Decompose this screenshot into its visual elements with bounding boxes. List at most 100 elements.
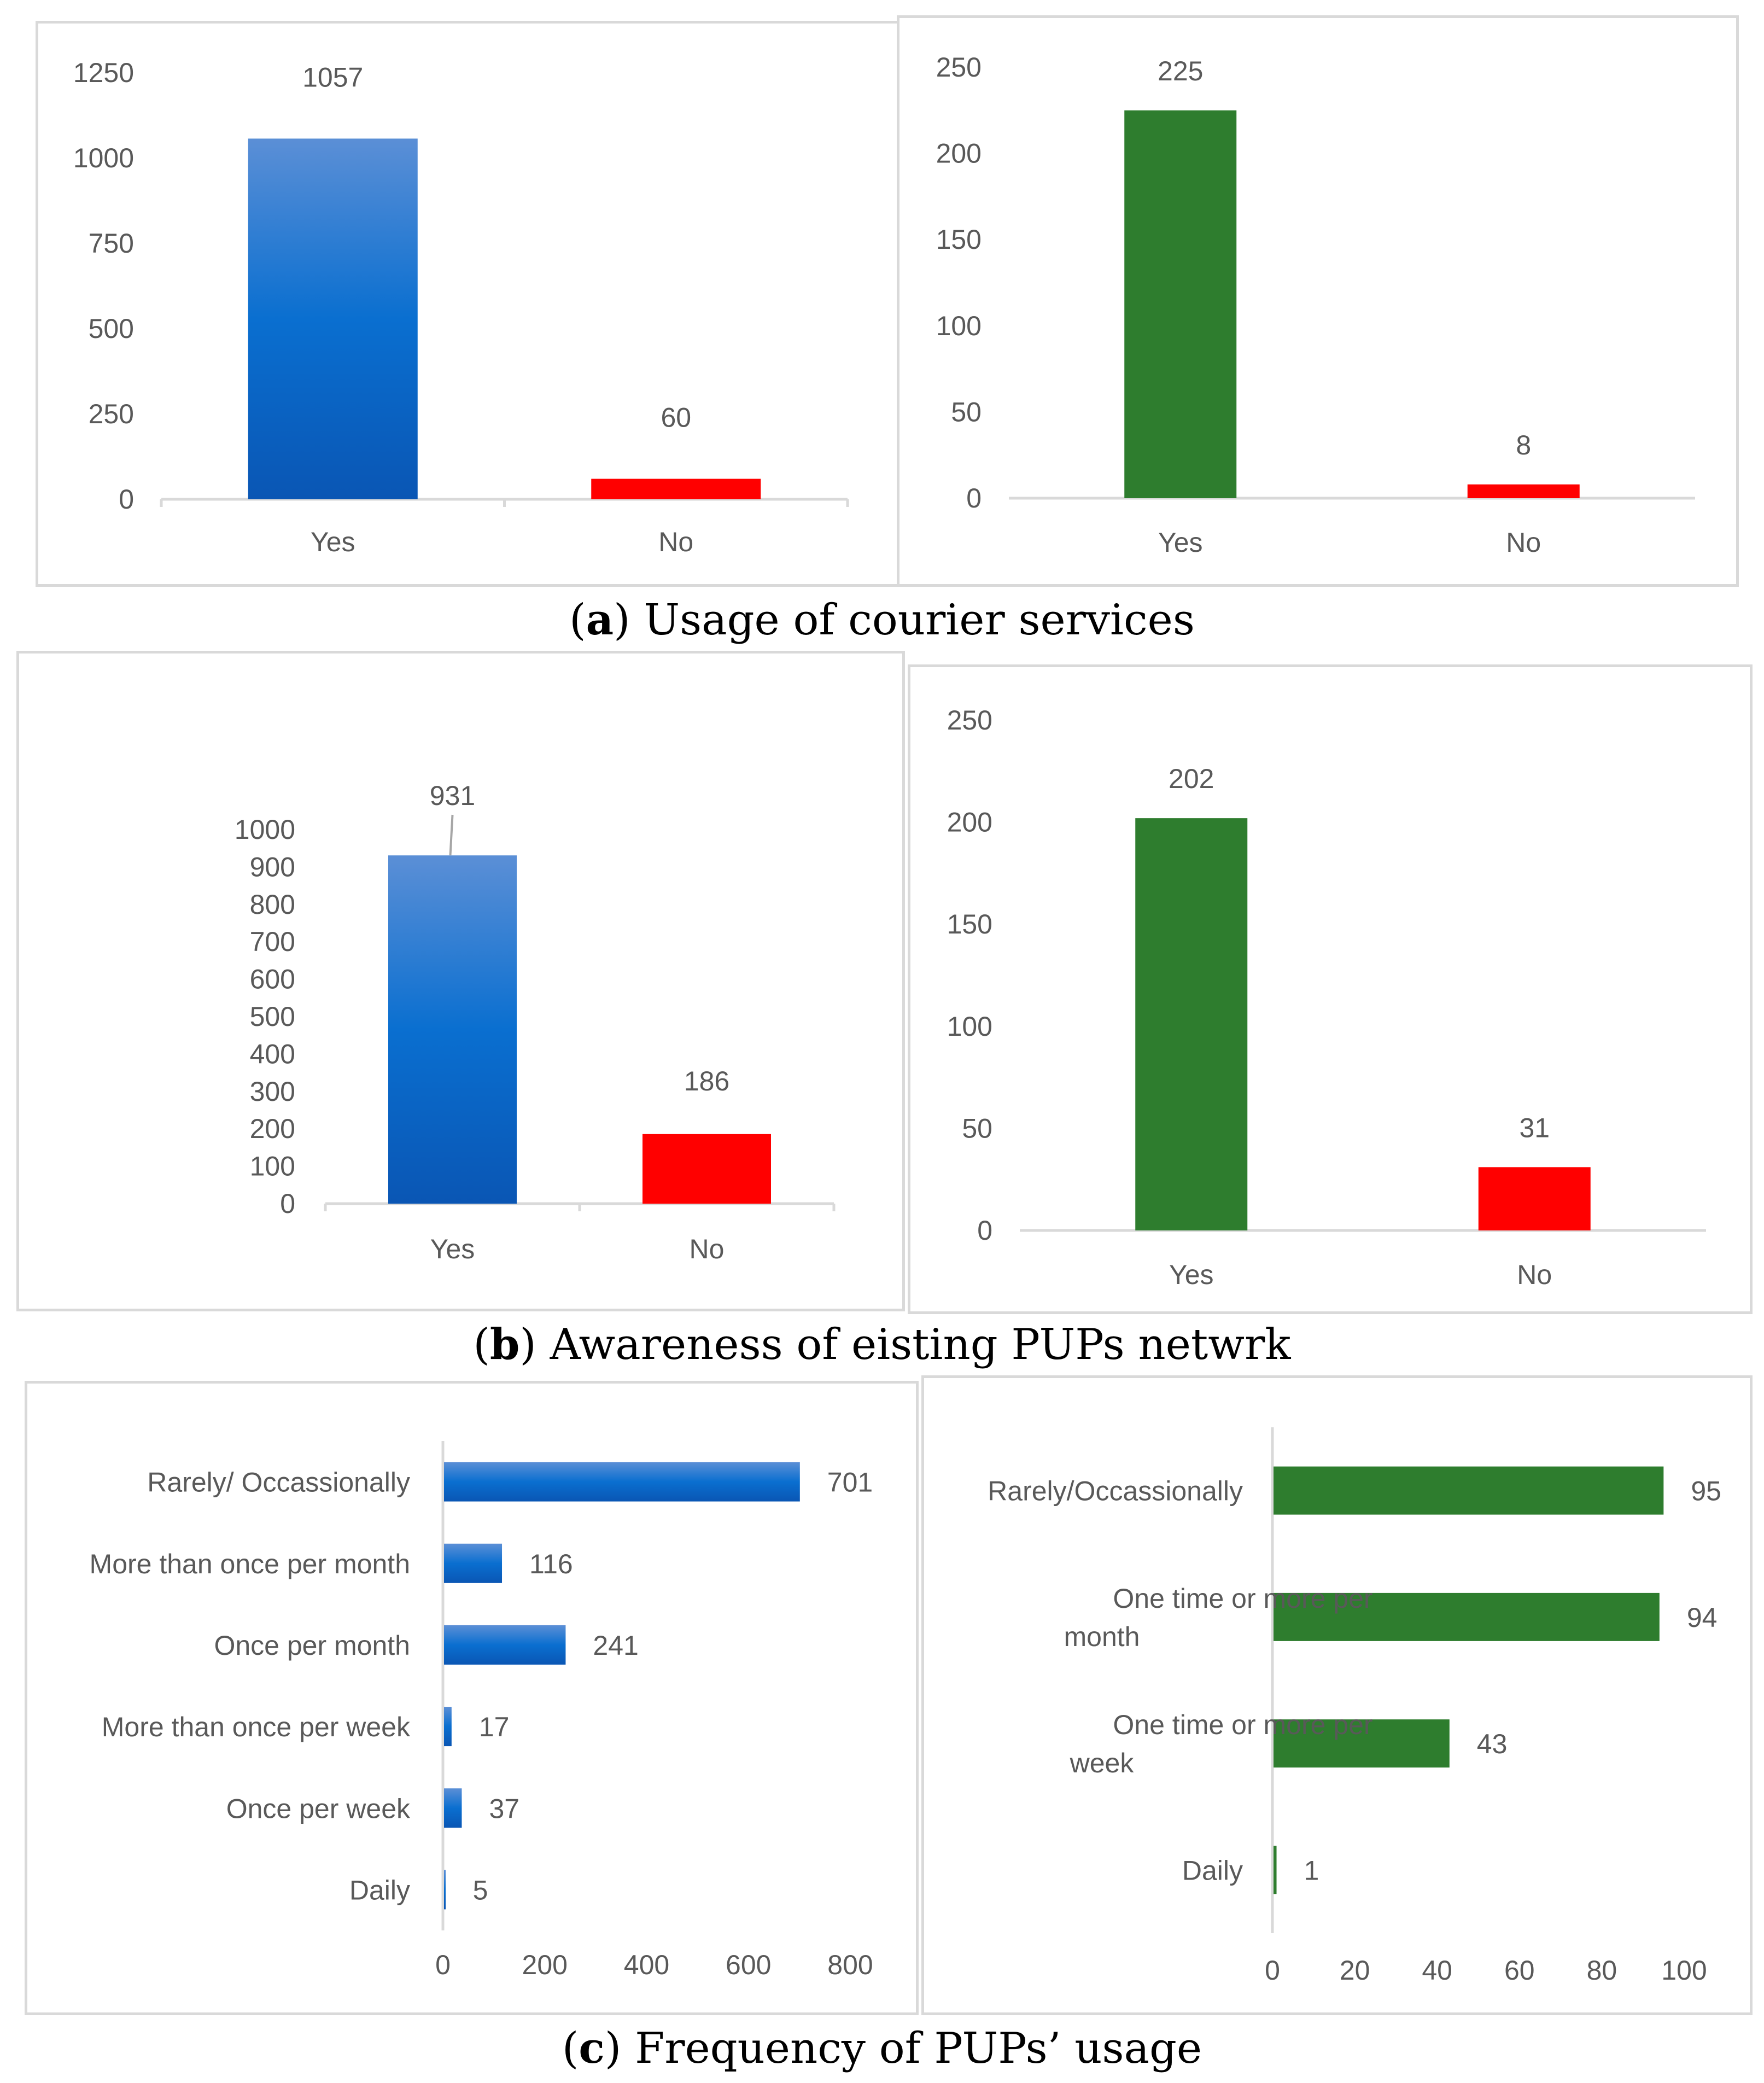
y-category-label: Once per week [226,1793,411,1824]
y-tick-label: 1250 [73,57,134,88]
bar [1274,1846,1277,1894]
caption-a-letter: a [586,595,614,645]
y-category-label: Rarely/Occassionally [988,1476,1243,1507]
bar-yes [248,138,418,499]
y-category-label: Once per month [214,1630,410,1661]
y-category-label: One time or more per [1113,1709,1372,1740]
data-label: 186 [684,1066,729,1096]
bar-yes [388,855,517,1204]
data-label: 60 [661,402,691,433]
y-tick-label: 500 [89,313,134,344]
bar [1274,1466,1664,1515]
y-tick-label: 150 [936,224,982,255]
x-category-label: Yes [430,1234,475,1264]
x-tick-label: 0 [1265,1955,1280,1986]
y-tick-label: 200 [947,807,992,838]
data-label: 701 [827,1467,873,1498]
bar [444,1870,446,1910]
x-tick-label: 400 [624,1950,669,1980]
caption-a: (a) Usage of courier services [569,595,1195,645]
x-tick-label: 800 [827,1950,873,1980]
y-tick-label: 100 [250,1151,295,1182]
x-tick-label: 80 [1587,1955,1617,1986]
caption-b-letter: b [489,1320,520,1369]
bar-no [1478,1167,1591,1230]
y-tick-label: 200 [936,138,982,169]
bar [1274,1719,1450,1768]
chart-panel-a-right: 0 50 100 150 200 250 225 Yes 8 No [897,15,1739,587]
data-label: 37 [489,1793,519,1824]
chart-panel-a-left: 0 250 500 750 1000 1250 1057 Yes 60 No [36,21,902,587]
y-category-label: More than once per month [90,1549,410,1579]
x-category-label: Yes [311,527,355,557]
chart-c-left: 0 200 400 600 800 701 Rarely/ Occassionally 116… [90,1441,873,1980]
bar-no [642,1134,771,1204]
y-tick-label: 50 [962,1113,992,1143]
bar [444,1543,503,1583]
x-category-label: No [658,527,693,557]
caption-c: (c) Frequency of PUPs’ usage [562,2023,1202,2073]
chart-a-right: 0 50 100 150 200 250 225 Yes 8 No [936,52,1695,558]
chart-b-left: 0 100 200 300 400 500 600 700 800 900 1000 931 Yes 18… [235,780,836,1264]
y-tick-label: 250 [947,705,992,736]
data-label: 225 [1158,56,1203,86]
y-tick-label: 200 [250,1113,295,1144]
x-tick-label: 60 [1504,1955,1535,1986]
y-tick-label: 0 [119,484,134,515]
chart-b-right: 0 50 100 150 200 250 202 Yes 31 No [947,705,1706,1290]
caption-a-text: Usage of courier services [644,596,1195,645]
y-tick-label: 400 [250,1038,295,1069]
bar [1274,1592,1660,1641]
y-tick-label: 600 [250,964,295,995]
data-label: 31 [1519,1112,1550,1143]
y-category-label: week [1070,1748,1135,1778]
x-tick-label: 20 [1340,1955,1370,1986]
bar-yes [1135,818,1248,1230]
caption-c-letter: c [579,2023,605,2073]
y-category-label: Rarely/ Occassionally [147,1467,410,1498]
y-tick-label: 0 [966,483,982,514]
chart-panel-c-right: 0 20 40 60 80 100 95 Rarely/Occassionally 94 One … [921,1375,1753,2015]
bar [444,1462,800,1502]
y-tick-label: 50 [951,396,982,427]
chart-panel-b-right: 0 50 100 150 200 250 202 Yes 31 No [908,664,1753,1314]
data-label: 43 [1477,1729,1508,1759]
bar [444,1707,452,1747]
data-label: 1 [1304,1855,1319,1886]
y-tick-label: 100 [936,311,982,341]
y-tick-label: 300 [250,1076,295,1107]
bar-no [1467,484,1580,498]
chart-panel-c-left: 0 200 400 600 800 701 Rarely/ Occassionally 116… [25,1381,919,2015]
y-category-label: One time or more per [1113,1583,1372,1614]
bar-yes [1124,110,1237,499]
x-tick-label: 40 [1422,1955,1452,1986]
y-tick-label: 0 [977,1215,992,1246]
data-label: 95 [1691,1476,1721,1507]
y-category-label: month [1064,1621,1140,1652]
x-tick-label: 0 [435,1950,451,1980]
x-tick-label: 200 [522,1950,568,1980]
x-category-label: No [1506,527,1541,558]
caption-b: (b) Awareness of eisting PUPs netwrk [473,1320,1291,1369]
x-tick-label: 100 [1661,1955,1707,1986]
caption-c-text: Frequency of PUPs’ usage [635,2024,1202,2073]
chart-panel-b-left: 0 100 200 300 400 500 600 700 800 900 1000 931 Yes 18… [16,651,905,1311]
data-label-leader [449,814,454,856]
data-label: 8 [1516,430,1531,460]
data-label: 116 [529,1549,573,1579]
y-category-label: Daily [1182,1855,1243,1886]
data-label: 241 [593,1630,638,1661]
data-label: 202 [1169,763,1214,794]
y-tick-label: 150 [947,909,992,940]
y-tick-label: 0 [280,1188,295,1219]
y-tick-label: 700 [250,926,295,957]
bar [444,1625,566,1665]
chart-c-right: 0 20 40 60 80 100 95 Rarely/Occassionally 94 One … [988,1427,1721,1986]
y-category-label: More than once per week [102,1712,411,1742]
caption-b-text: Awareness of eisting PUPs netwrk [550,1320,1291,1369]
data-label: 1057 [302,62,363,92]
x-tick-label: 600 [726,1950,771,1980]
x-category-label: No [690,1234,725,1264]
chart-a-left: 0 250 500 750 1000 1250 1057 Yes 60 No [73,57,849,557]
y-category-label: Daily [349,1875,410,1905]
